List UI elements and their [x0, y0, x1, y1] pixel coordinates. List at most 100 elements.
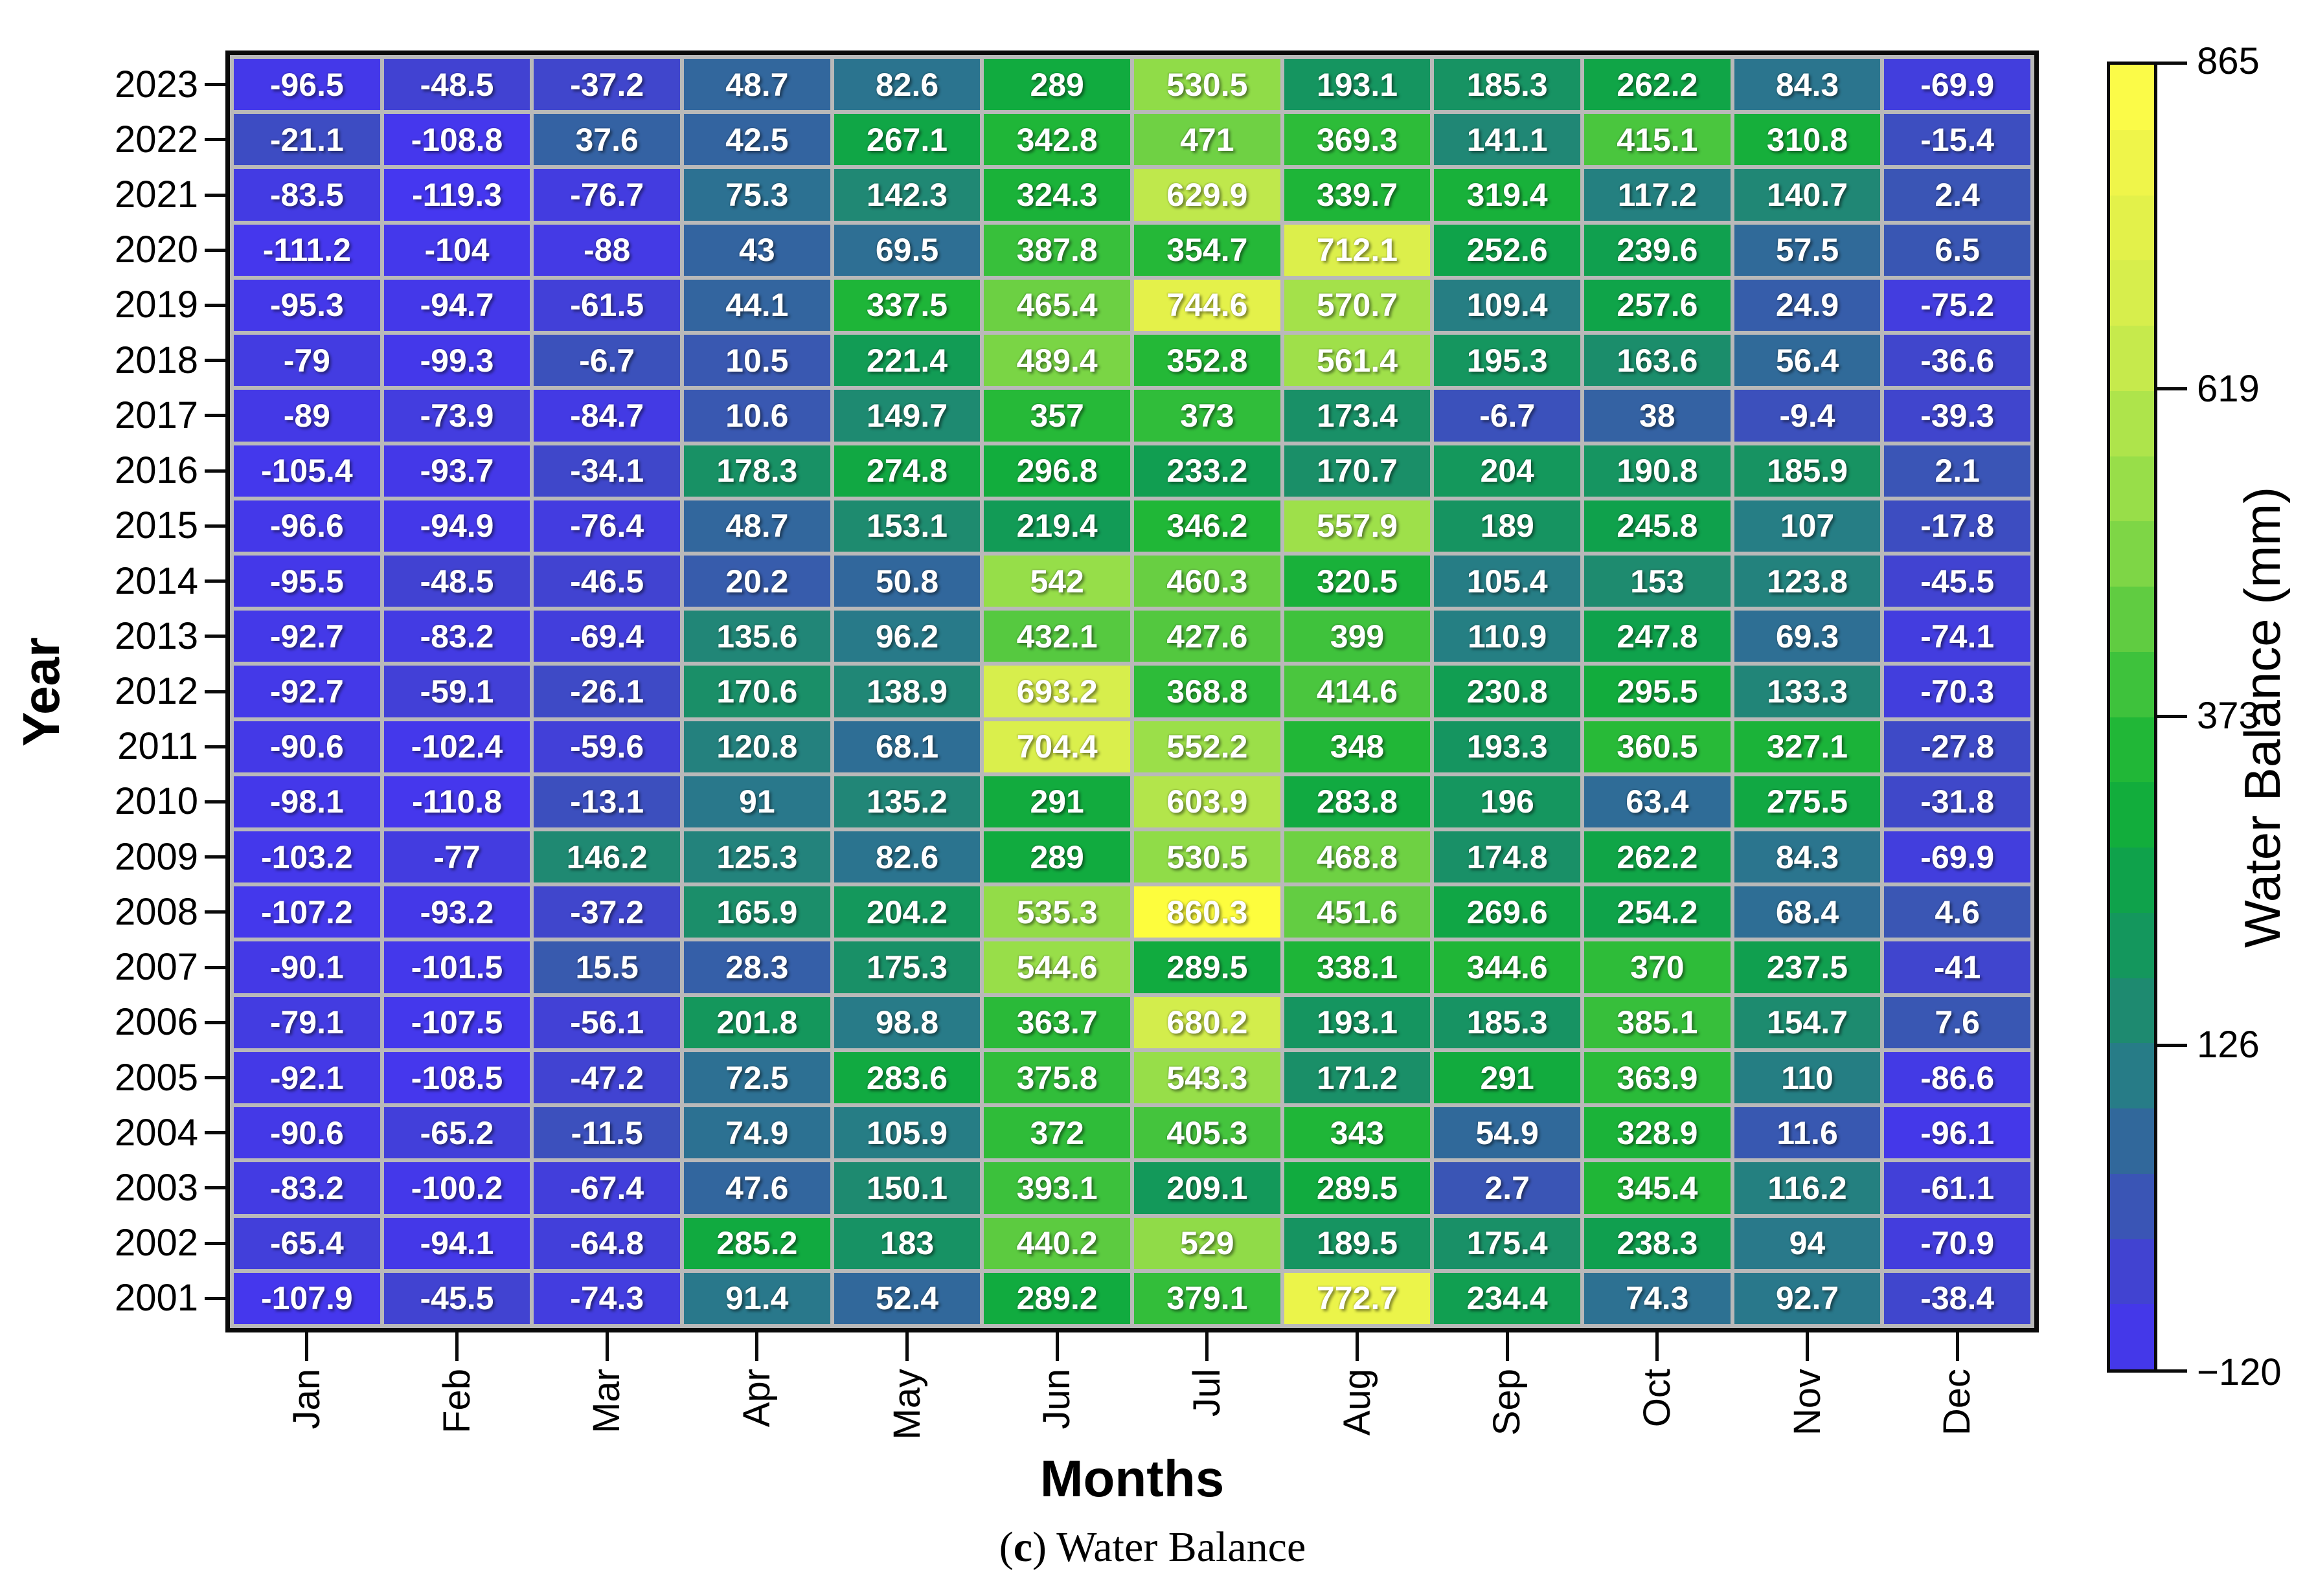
colorbar-tick-mark — [2157, 61, 2187, 65]
heatmap-cell: 74.9 — [684, 1107, 830, 1159]
heatmap-cell: -69.9 — [1884, 831, 2030, 883]
x-tick-label: Sep — [1486, 1369, 1528, 1436]
y-tick-mark — [205, 1131, 225, 1135]
heatmap-cell: 185.9 — [1734, 445, 1881, 497]
colorbar-step — [2110, 326, 2154, 391]
heatmap-cell: 471 — [1134, 114, 1280, 166]
heatmap-cell: 92.7 — [1734, 1272, 1881, 1324]
heatmap-cell: -99.3 — [383, 335, 530, 387]
heatmap-cell: 52.4 — [834, 1272, 981, 1324]
heatmap-cell: 153 — [1584, 555, 1731, 607]
colorbar-tick-mark — [2157, 1043, 2187, 1047]
y-tick-mark — [205, 635, 225, 638]
heatmap-cell: 84.3 — [1734, 59, 1881, 111]
heatmap-cell: -6.7 — [1434, 390, 1580, 442]
heatmap-cell: -110.8 — [383, 776, 530, 828]
x-tick-label: Mar — [585, 1369, 628, 1433]
heatmap-cell: -74.1 — [1884, 611, 2030, 662]
heatmap-cell: 712.1 — [1284, 224, 1431, 276]
heatmap-cell: 414.6 — [1284, 666, 1431, 717]
heatmap-cell: -21.1 — [234, 114, 380, 166]
y-tick-label: 2021 — [114, 174, 198, 216]
heatmap-cell: 283.6 — [834, 1051, 981, 1104]
heatmap-cell: -94.7 — [383, 279, 530, 332]
heatmap-cell: 319.4 — [1434, 169, 1580, 221]
heatmap-cell: 175.4 — [1434, 1217, 1580, 1269]
y-tick-mark — [205, 690, 225, 693]
heatmap-cell: 72.5 — [684, 1051, 830, 1104]
heatmap-cell: 432.1 — [984, 611, 1130, 662]
heatmap-cell: -17.8 — [1884, 500, 2030, 552]
heatmap-cell: 135.6 — [684, 611, 830, 662]
heatmap-cell: 133.3 — [1734, 666, 1881, 717]
heatmap-cell: 91 — [684, 776, 830, 828]
heatmap-cell: -65.2 — [383, 1107, 530, 1159]
heatmap-cell: 43 — [684, 224, 830, 276]
y-tick-label: 2008 — [114, 890, 198, 933]
heatmap-cell: 47.6 — [684, 1162, 830, 1214]
y-tick-label: 2012 — [114, 670, 198, 712]
heatmap-cell: 20.2 — [684, 555, 830, 607]
x-tick-mark — [1055, 1332, 1059, 1361]
heatmap-cell: 373 — [1134, 390, 1280, 442]
heatmap-cell: 337.5 — [834, 279, 981, 332]
heatmap-cell: 4.6 — [1884, 886, 2030, 938]
y-tick-label: 2023 — [114, 63, 198, 106]
colorbar-step — [2110, 978, 2154, 1044]
heatmap-cell: 629.9 — [1134, 169, 1280, 221]
x-tick-mark — [455, 1332, 459, 1361]
figure-caption: (c) Water Balance — [0, 1523, 2305, 1572]
heatmap-cell: 185.3 — [1434, 59, 1580, 111]
y-tick-label: 2002 — [114, 1222, 198, 1264]
heatmap-cell: 570.7 — [1284, 279, 1431, 332]
heatmap-cell: 142.3 — [834, 169, 981, 221]
y-tick-label: 2018 — [114, 339, 198, 381]
heatmap-cell: 105.4 — [1434, 555, 1580, 607]
y-tick-label: 2016 — [114, 449, 198, 492]
heatmap-cell: -41 — [1884, 941, 2030, 993]
heatmap-cell: 552.2 — [1134, 721, 1280, 772]
heatmap-cell: 183 — [834, 1217, 981, 1269]
x-tick-mark — [1655, 1332, 1659, 1361]
heatmap-cell: 2.1 — [1884, 445, 2030, 497]
heatmap-cell: 38 — [1584, 390, 1731, 442]
y-tick-mark — [205, 1186, 225, 1190]
colorbar-tick-mark — [2157, 1369, 2187, 1373]
x-tick-mark — [755, 1332, 759, 1361]
heatmap-cell: 262.2 — [1584, 831, 1731, 883]
y-tick-label: 2004 — [114, 1111, 198, 1154]
x-tick-mark — [905, 1332, 909, 1361]
heatmap-cell: 369.3 — [1284, 114, 1431, 166]
heatmap-cell: 109.4 — [1434, 279, 1580, 332]
heatmap-cell: 352.8 — [1134, 335, 1280, 387]
heatmap-cell: 171.2 — [1284, 1051, 1431, 1104]
heatmap-cell: 193.1 — [1284, 59, 1431, 111]
heatmap-cell: -61.1 — [1884, 1162, 2030, 1214]
heatmap-cell: 153.1 — [834, 500, 981, 552]
heatmap-cell: 50.8 — [834, 555, 981, 607]
heatmap-cell: -90.6 — [234, 1107, 380, 1159]
heatmap-cell: -27.8 — [1884, 721, 2030, 772]
heatmap-cell: -6.7 — [534, 335, 680, 387]
heatmap-cell: 195.3 — [1434, 335, 1580, 387]
x-tick-label: Apr — [735, 1369, 778, 1428]
heatmap-cell: 110 — [1734, 1051, 1881, 1104]
heatmap-cell: 372 — [984, 1107, 1130, 1159]
heatmap-cell: 189 — [1434, 500, 1580, 552]
heatmap-cell: 68.1 — [834, 721, 981, 772]
heatmap-cell: -95.3 — [234, 279, 380, 332]
heatmap-cell: 275.5 — [1734, 776, 1881, 828]
heatmap-cell: 141.1 — [1434, 114, 1580, 166]
x-tick-mark — [1356, 1332, 1359, 1361]
colorbar-step — [2110, 848, 2154, 913]
colorbar-step — [2110, 782, 2154, 848]
heatmap-cell: 140.7 — [1734, 169, 1881, 221]
heatmap-cell: 125.3 — [684, 831, 830, 883]
colorbar-step — [2110, 1304, 2154, 1369]
heatmap-cell: 6.5 — [1884, 224, 2030, 276]
colorbar-tick-mark — [2157, 714, 2187, 718]
heatmap-cell: 245.8 — [1584, 500, 1731, 552]
heatmap-cell: 393.1 — [984, 1162, 1130, 1214]
x-tick-label: May — [885, 1369, 928, 1440]
